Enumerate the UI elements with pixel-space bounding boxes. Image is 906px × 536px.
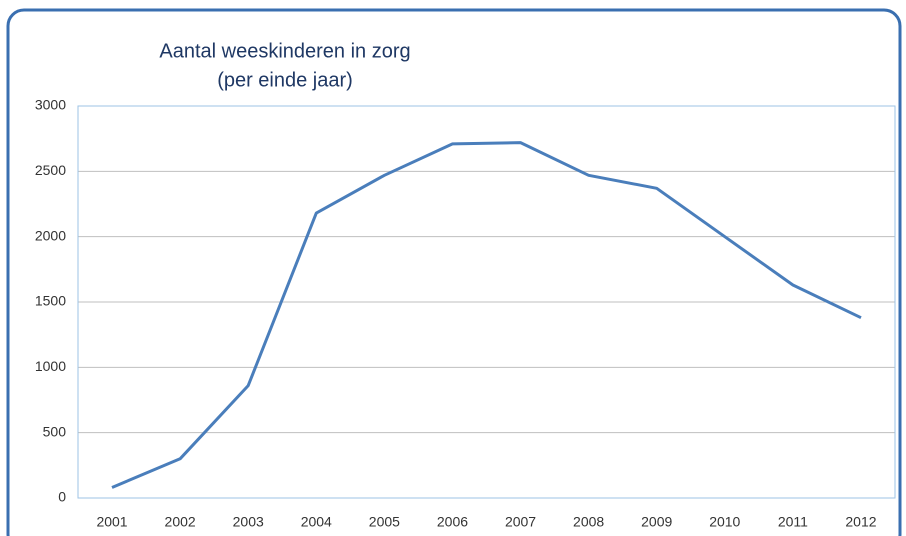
y-tick-label: 3000 bbox=[35, 97, 66, 113]
x-tick-label: 2005 bbox=[369, 514, 400, 530]
y-tick-label: 2000 bbox=[35, 227, 66, 243]
y-tick-label: 500 bbox=[43, 423, 67, 439]
x-tick-label: 2002 bbox=[165, 514, 196, 530]
y-tick-label: 2500 bbox=[35, 162, 66, 178]
x-tick-label: 2006 bbox=[437, 514, 468, 530]
y-tick-label: 0 bbox=[58, 489, 66, 505]
line-series bbox=[111, 141, 862, 489]
x-tick-label: 2007 bbox=[505, 514, 536, 530]
chart-subtitle: (per einde jaar) bbox=[217, 69, 353, 91]
x-tick-label: 2008 bbox=[573, 514, 604, 530]
x-tick-label: 2009 bbox=[641, 514, 672, 530]
y-tick-label: 1000 bbox=[35, 358, 66, 374]
x-tick-label: 2004 bbox=[301, 514, 332, 530]
x-tick-label: 2011 bbox=[778, 514, 808, 530]
x-tick-label: 2003 bbox=[233, 514, 264, 530]
x-tick-label: 2012 bbox=[845, 514, 876, 530]
x-tick-label: 2010 bbox=[709, 514, 740, 530]
chart-title: Aantal weeskinderen in zorg bbox=[159, 40, 410, 62]
frame bbox=[6, 8, 902, 536]
x-tick-label: 2001 bbox=[96, 514, 127, 530]
plot-border bbox=[77, 105, 896, 499]
y-tick-label: 1500 bbox=[35, 293, 66, 309]
